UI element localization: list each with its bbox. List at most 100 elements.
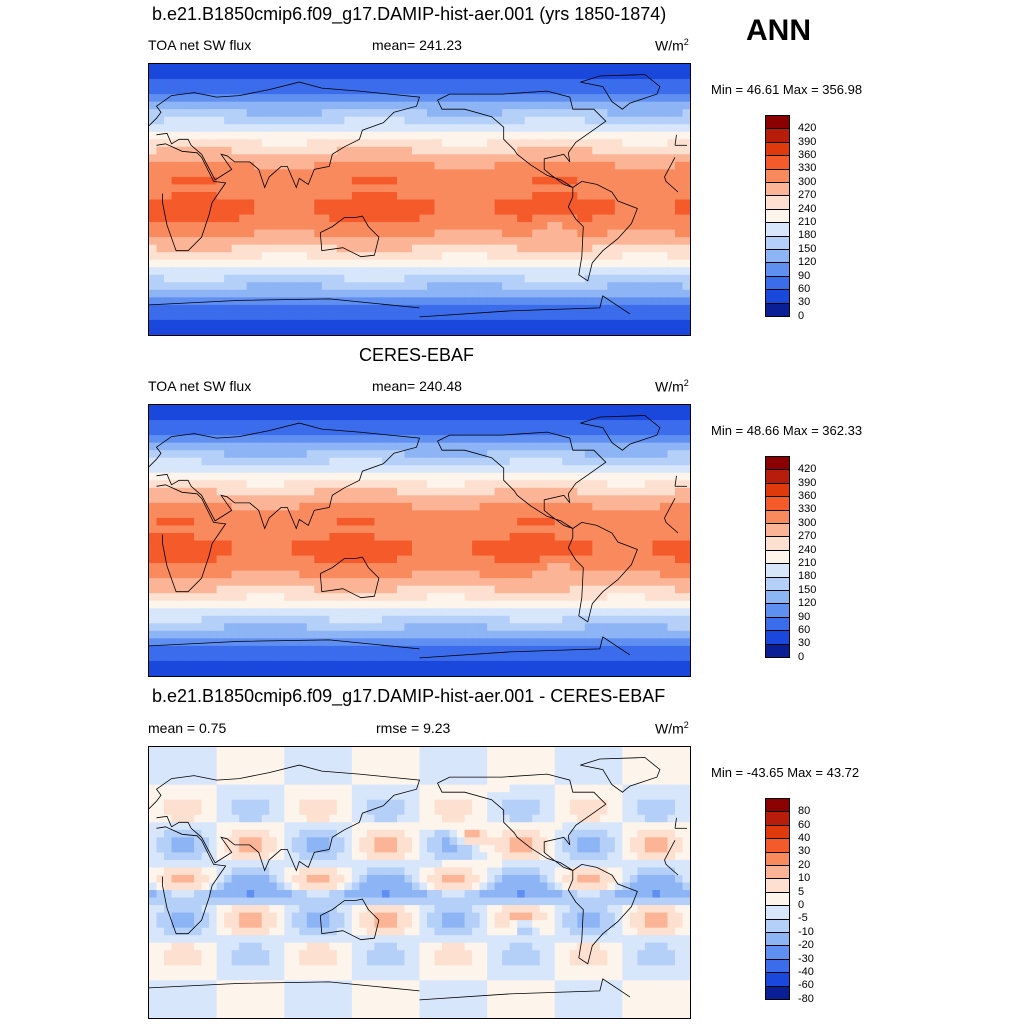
map-cell	[344, 274, 353, 283]
map-cell	[194, 297, 203, 306]
map-cell	[509, 282, 518, 291]
map-cell	[607, 442, 616, 451]
map-cell	[396, 161, 406, 170]
map-cell	[479, 101, 488, 110]
map-cell	[449, 207, 458, 216]
map-cell	[186, 495, 195, 504]
map-cell	[494, 319, 503, 329]
map-cell	[186, 304, 195, 314]
map-cell	[396, 540, 406, 549]
map-cell	[592, 563, 601, 572]
map-cell	[381, 412, 391, 421]
map-cell	[276, 480, 285, 489]
map-cell	[276, 297, 285, 306]
map-cell	[442, 450, 451, 459]
map-cell	[374, 480, 383, 489]
coastline	[319, 215, 380, 258]
map-cell	[502, 169, 511, 178]
map-cell	[164, 229, 173, 238]
map-cell	[599, 289, 608, 298]
map-cell	[164, 495, 173, 504]
map-cell	[269, 289, 278, 298]
map-cell	[494, 191, 503, 201]
map-cell	[584, 630, 593, 639]
map-cell	[509, 510, 518, 519]
map-cell	[254, 510, 263, 519]
map-cell	[194, 289, 203, 298]
map-cell	[599, 79, 608, 88]
map-cell	[592, 435, 601, 444]
map-cell	[276, 252, 285, 261]
map-cell	[261, 237, 270, 246]
map-cell	[457, 319, 466, 329]
map-cell	[269, 465, 278, 474]
map-cell	[652, 450, 661, 459]
map-cell	[366, 109, 376, 118]
map-cell	[366, 207, 376, 216]
map-cell	[171, 109, 180, 118]
map-cell	[149, 548, 158, 557]
map-cell	[306, 64, 315, 73]
map-cell	[396, 252, 406, 261]
map-cell	[659, 532, 669, 542]
map-cell	[532, 101, 541, 110]
map-cell	[472, 495, 481, 504]
map-cell	[261, 510, 270, 519]
map-cell	[276, 207, 285, 216]
map-cell	[622, 79, 631, 88]
map-cell	[336, 312, 345, 321]
map-cell	[659, 487, 669, 496]
map-cell	[577, 131, 586, 140]
map-cell	[246, 214, 255, 223]
map-cell	[306, 184, 315, 193]
map-cell	[599, 94, 608, 103]
map-cell	[434, 510, 443, 519]
map-cell	[344, 191, 353, 201]
map-cell	[644, 525, 654, 534]
map-cell	[351, 237, 360, 246]
map-cell	[359, 532, 368, 542]
map-cell	[524, 412, 533, 421]
map-cell	[329, 214, 338, 223]
map-cell	[261, 116, 270, 125]
map-cell	[449, 124, 458, 133]
map-cell	[284, 487, 293, 496]
map-cell	[434, 540, 443, 549]
map-cell	[539, 555, 548, 564]
map-cell	[434, 427, 443, 436]
map-cell	[562, 472, 571, 481]
map-cell	[614, 304, 623, 314]
map-cell	[622, 487, 631, 496]
map-cell	[637, 124, 646, 133]
map-cell	[359, 312, 368, 321]
map-cell	[314, 593, 323, 602]
map-cell	[667, 465, 676, 474]
map-cell	[254, 540, 263, 549]
map-cell	[291, 222, 300, 231]
map-cell	[457, 427, 466, 436]
map-cell	[194, 184, 203, 193]
map-cell	[299, 252, 308, 261]
map-cell	[149, 64, 158, 73]
map-cell	[517, 480, 526, 489]
map-cell	[524, 319, 533, 329]
map-cell	[607, 502, 616, 511]
map-cell	[614, 510, 623, 519]
map-cell	[321, 94, 330, 103]
map-cell	[269, 304, 278, 314]
map-cell	[306, 645, 315, 655]
map-cell	[156, 510, 165, 519]
map-cell	[419, 131, 428, 140]
map-cell	[464, 244, 473, 253]
map-cell	[494, 259, 503, 268]
map-cell	[179, 191, 188, 201]
map-cell	[336, 457, 345, 466]
map-cell	[479, 214, 488, 223]
map-cell	[614, 593, 623, 602]
map-cell	[524, 154, 533, 163]
map-cell	[427, 457, 436, 466]
map-cell	[209, 623, 218, 632]
map-cell	[682, 199, 690, 208]
map-cell	[336, 169, 345, 178]
map-cell	[156, 495, 165, 504]
